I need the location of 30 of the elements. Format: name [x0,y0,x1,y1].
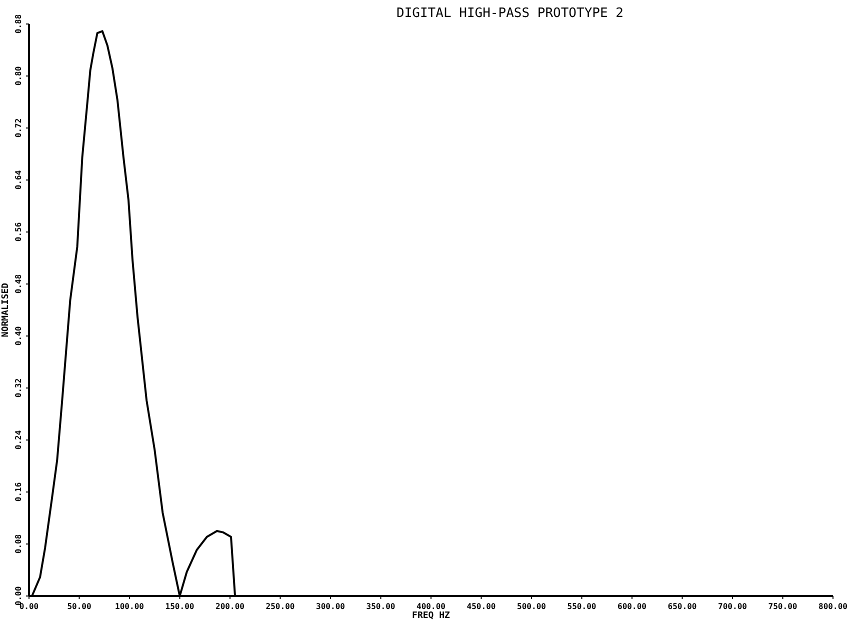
x-tick-label: 400.00 [416,602,446,611]
x-tick-label: 50.00 [67,602,92,611]
x-tick-label: 500.00 [517,602,546,611]
y-tick-label: 0.32 [14,378,23,398]
x-tick-label: 250.00 [266,602,295,611]
x-axis-title: FREQ HZ [412,611,451,620]
x-tick-label: 300.00 [316,602,346,611]
x-tick-label: 750.00 [768,602,798,611]
y-tick-label: 0.56 [14,222,23,242]
y-tick-label: 0.24 [14,430,23,450]
y-tick-label: 0.72 [14,118,23,138]
x-tick-label: 350.00 [366,602,396,611]
chart-title: DIGITAL HIGH-PASS PROTOTYPE 2 [396,6,624,21]
y-tick-label: 0.80 [14,66,23,86]
x-tick-label: 700.00 [718,602,748,611]
y-axis-title: NORMALISED [1,282,11,338]
x-tick-label: 150.00 [165,602,194,611]
x-tick-label: 450.00 [466,602,496,611]
x-tick-label: 100.00 [115,602,144,611]
y-tick-label: 0.88 [14,14,23,34]
x-tick-label: 600.00 [618,602,647,611]
x-tick-label: 650.00 [668,602,697,611]
x-tick-label: 200.00 [216,602,245,611]
x-tick-label: 800.00 [818,602,848,611]
x-tick-label: 550.00 [567,602,596,611]
y-tick-label: 0.16 [14,482,23,502]
y-tick-label: 0.48 [14,274,23,294]
y-tick-label: 0.08 [14,534,23,554]
y-tick-label: 0.40 [14,326,23,346]
y-tick-label: 0.64 [14,170,23,190]
